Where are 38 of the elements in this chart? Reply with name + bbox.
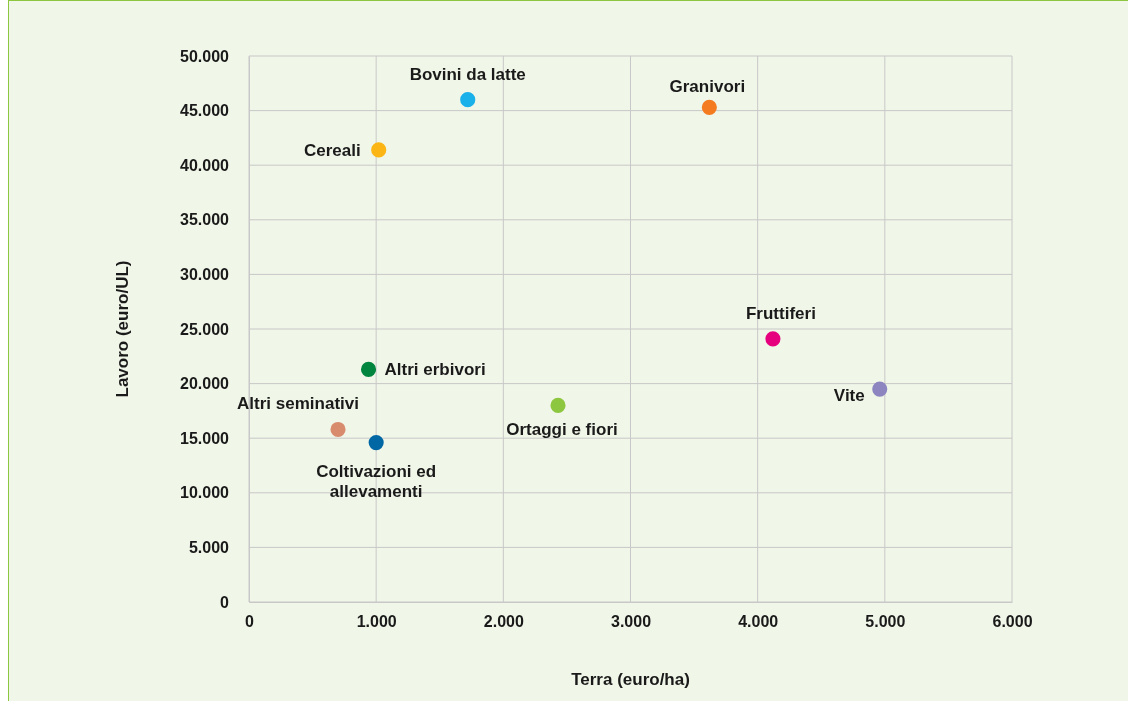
series-label: Altri erbivori <box>384 360 486 380</box>
point <box>368 435 384 451</box>
point <box>360 361 377 377</box>
y-tick-label: 50.000 <box>180 47 230 65</box>
x-tick-label: 3.000 <box>610 613 652 631</box>
x-axis-title: Terra (euro/ha) <box>571 670 690 689</box>
point <box>765 331 781 347</box>
y-tick-label: 5.000 <box>188 539 230 557</box>
y-tick-label: 40.000 <box>180 156 230 174</box>
series-label: Coltivazioni ed allevamenti <box>316 461 437 501</box>
y-tick-label: 15.000 <box>180 429 230 447</box>
y-tick-label: 45.000 <box>180 102 230 120</box>
x-tick-label: 0 <box>245 613 255 631</box>
point <box>330 421 346 438</box>
point <box>550 397 566 413</box>
series-label: Altri seminativi <box>237 394 359 414</box>
y-tick-label: 10.000 <box>180 484 230 502</box>
y-axis-title: Lavoro (euro/UL) <box>113 260 132 398</box>
x-tick-label: 1.000 <box>356 613 397 631</box>
point <box>460 92 476 108</box>
series-label: Ortaggi e fiori <box>506 420 618 440</box>
series-label: Bovini da latte <box>409 64 526 84</box>
y-tick-label: 0 <box>220 593 230 611</box>
x-tick-label: 2.000 <box>483 613 524 631</box>
series-label: Vite <box>833 386 865 406</box>
point <box>701 99 717 115</box>
y-tick-label: 25.000 <box>180 320 230 338</box>
series-label: Cereali <box>304 140 361 160</box>
x-tick-label: 4.000 <box>738 613 779 631</box>
point <box>371 142 387 158</box>
point <box>872 381 888 397</box>
x-tick-label: 5.000 <box>865 613 906 631</box>
x-tick-label: 6.000 <box>992 613 1033 631</box>
series-label: Granivori <box>669 77 746 97</box>
series-label: Fruttiferi <box>745 303 816 323</box>
y-tick-label: 20.000 <box>180 375 230 393</box>
y-tick-label: 35.000 <box>180 211 230 229</box>
y-tick-label: 30.000 <box>180 266 230 284</box>
